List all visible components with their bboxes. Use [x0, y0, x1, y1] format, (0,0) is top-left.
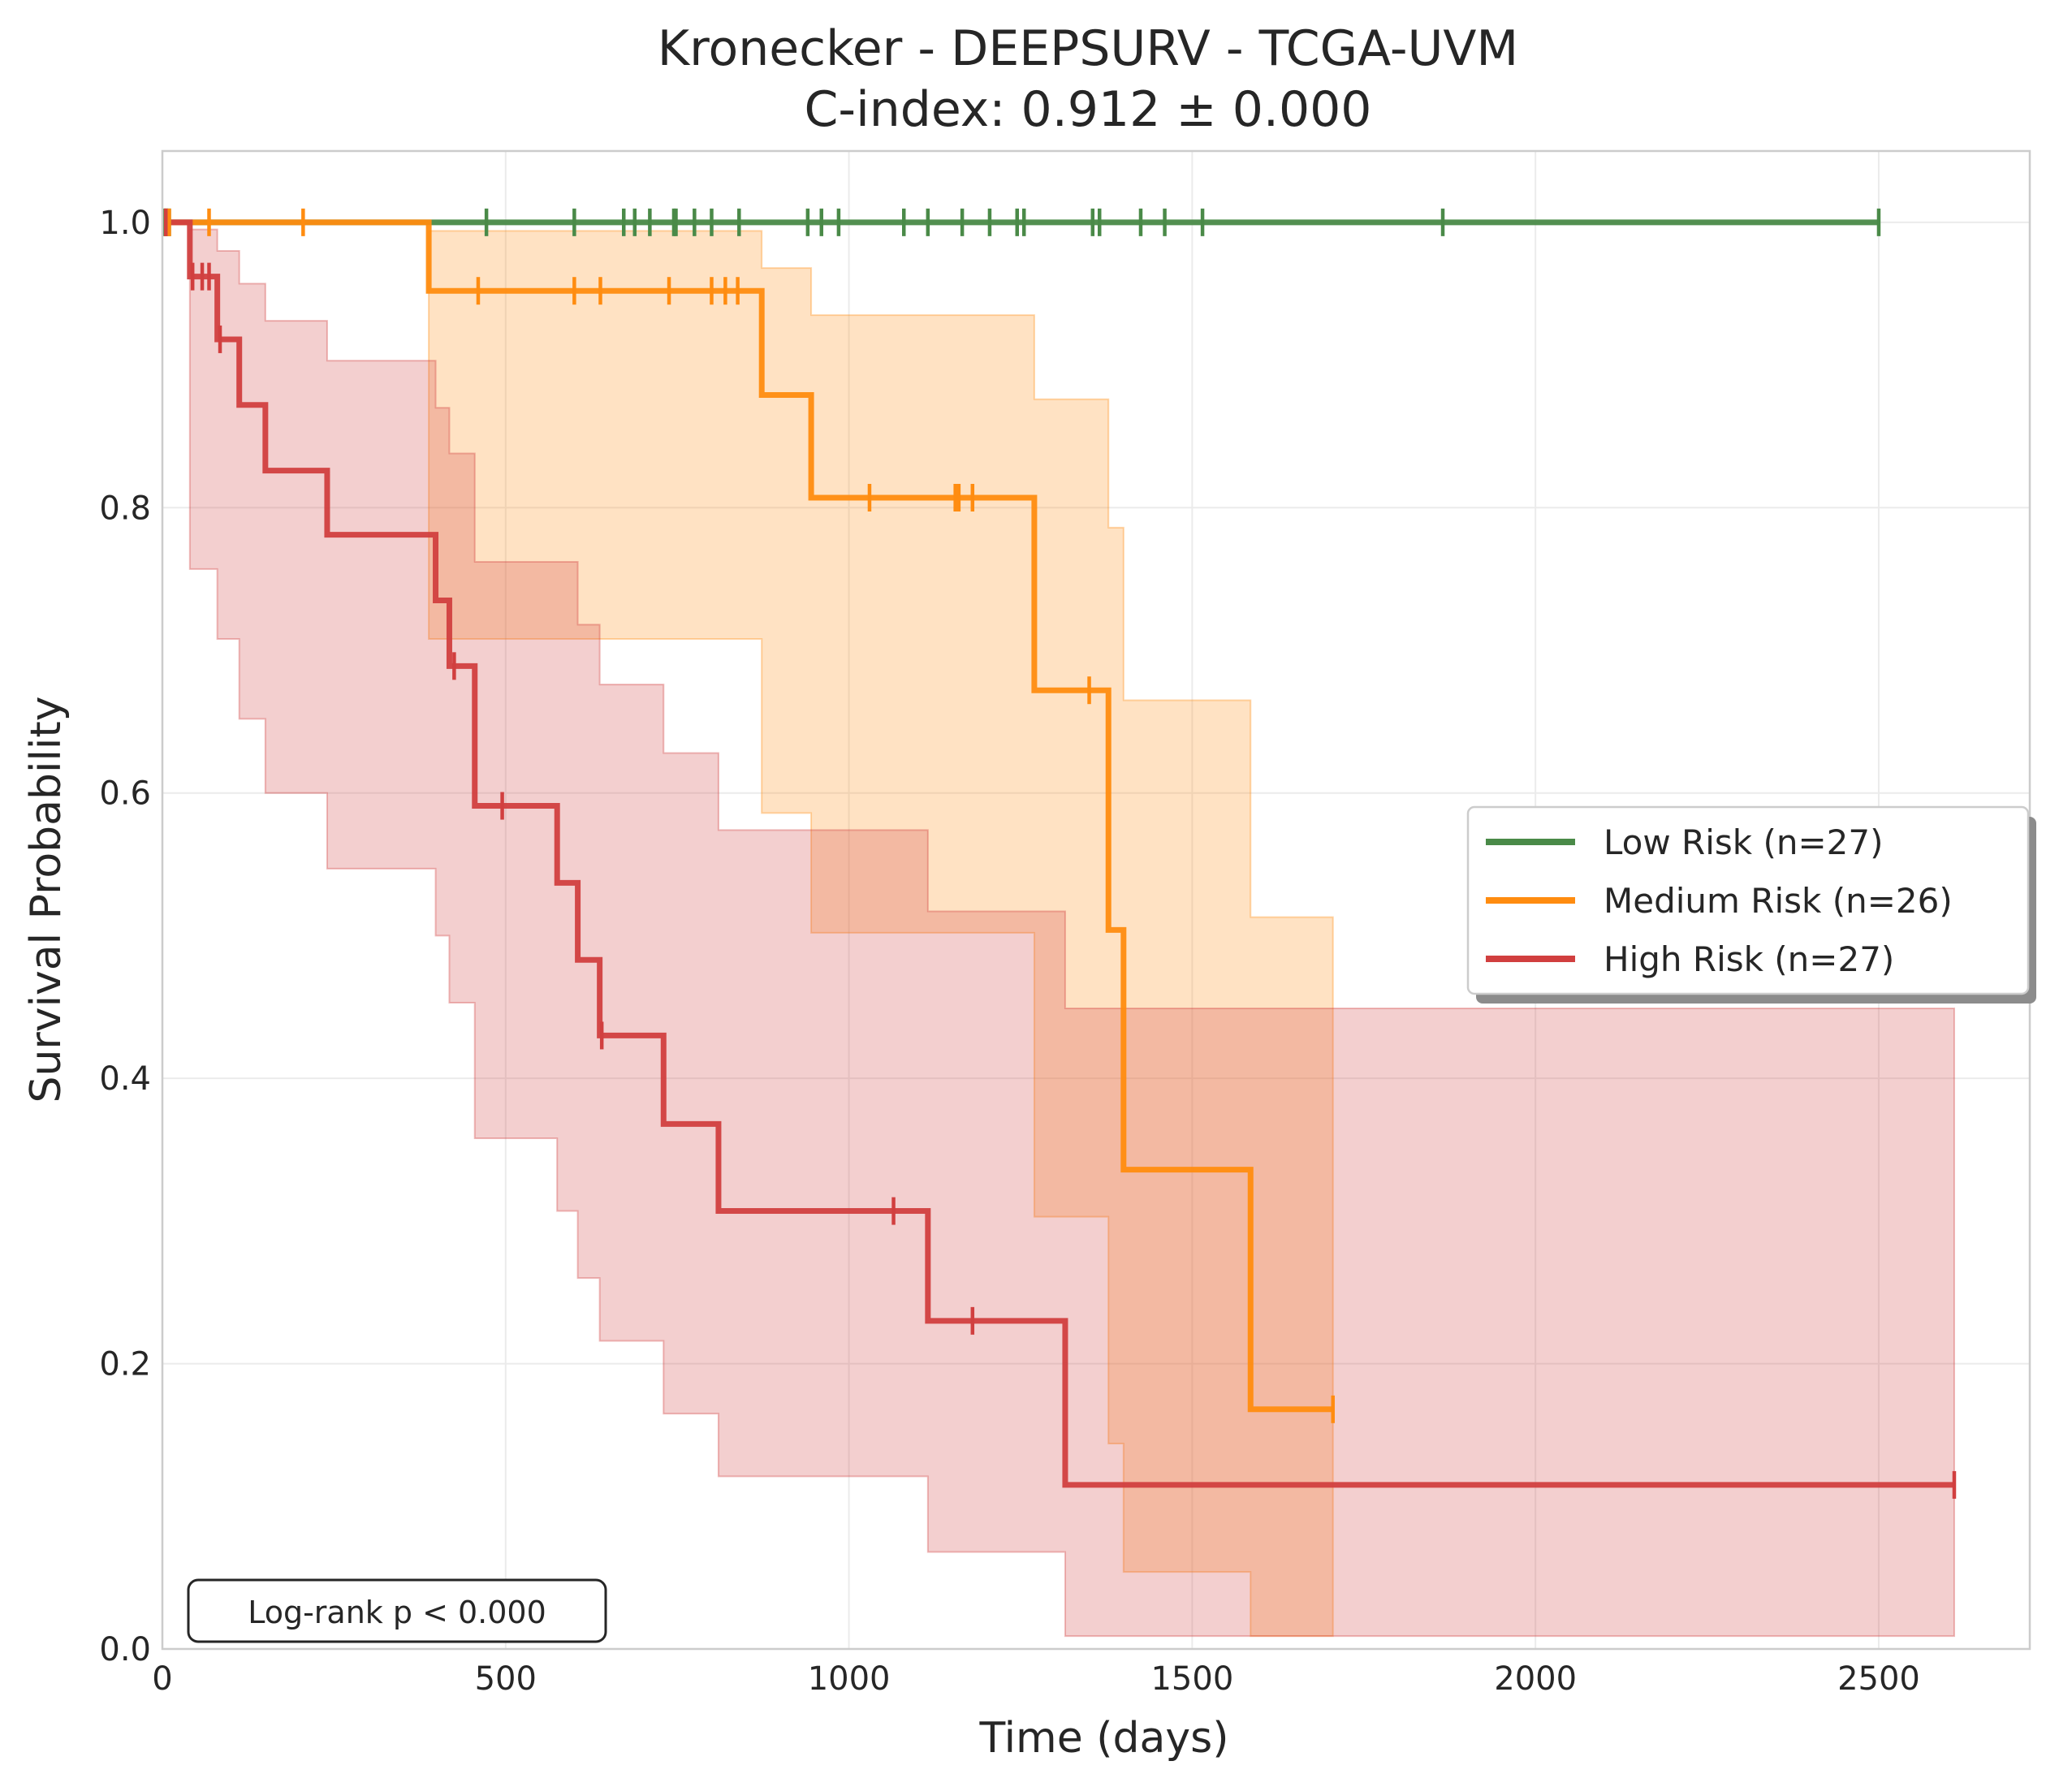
confidence-bands [188, 228, 1955, 1638]
y-tick-label: 0.6 [99, 775, 151, 813]
ci-band-high [188, 228, 1955, 1638]
y-tick-label: 1.0 [99, 205, 151, 242]
y-tick-label: 0.4 [99, 1060, 151, 1098]
chart-title-line2: C-index: 0.912 ± 0.000 [805, 81, 1372, 138]
tick-labels: 0 500 1000 1500 2000 2500 0.0 0.2 0.4 0.6 0.8 1.0 [99, 205, 1919, 1698]
y-tick-label: 0.8 [99, 490, 151, 527]
ci-band-medium [428, 230, 1334, 1638]
y-tick-label: 0.0 [99, 1631, 151, 1668]
x-tick-label: 500 [475, 1660, 537, 1698]
y-axis-label: Survival Probability [22, 696, 71, 1103]
x-axis-label: Time (days) [978, 1714, 1228, 1763]
survival-curves [162, 219, 1954, 1488]
logrank-text: Log-rank p < 0.000 [248, 1595, 546, 1630]
x-tick-label: 1000 [808, 1660, 891, 1698]
y-tick-label: 0.2 [99, 1346, 151, 1383]
legend-label-low-risk: Low Risk (n=27) [1604, 822, 1884, 862]
x-tick-label: 2000 [1494, 1660, 1577, 1698]
legend: Low Risk (n=27) Medium Risk (n=26) High … [1466, 805, 2036, 1004]
x-tick-label: 0 [152, 1660, 172, 1698]
curve-medium [162, 219, 1333, 1413]
logrank-box [187, 1578, 607, 1643]
curve-high [162, 219, 1954, 1488]
grid-layer [162, 151, 2030, 1650]
logrank-annotation: Log-rank p < 0.000 [187, 1578, 607, 1643]
legend-label-high-risk: High Risk (n=27) [1604, 939, 1894, 979]
chart-title-line1: Kronecker - DEEPSURV - TCGA-UVM [658, 20, 1518, 77]
x-tick-label: 1500 [1150, 1660, 1233, 1698]
legend-label-medium-risk: Medium Risk (n=26) [1604, 881, 1953, 921]
censor-marks [162, 208, 1957, 1499]
legend-box [1466, 805, 2030, 995]
x-tick-label: 2500 [1837, 1660, 1920, 1698]
